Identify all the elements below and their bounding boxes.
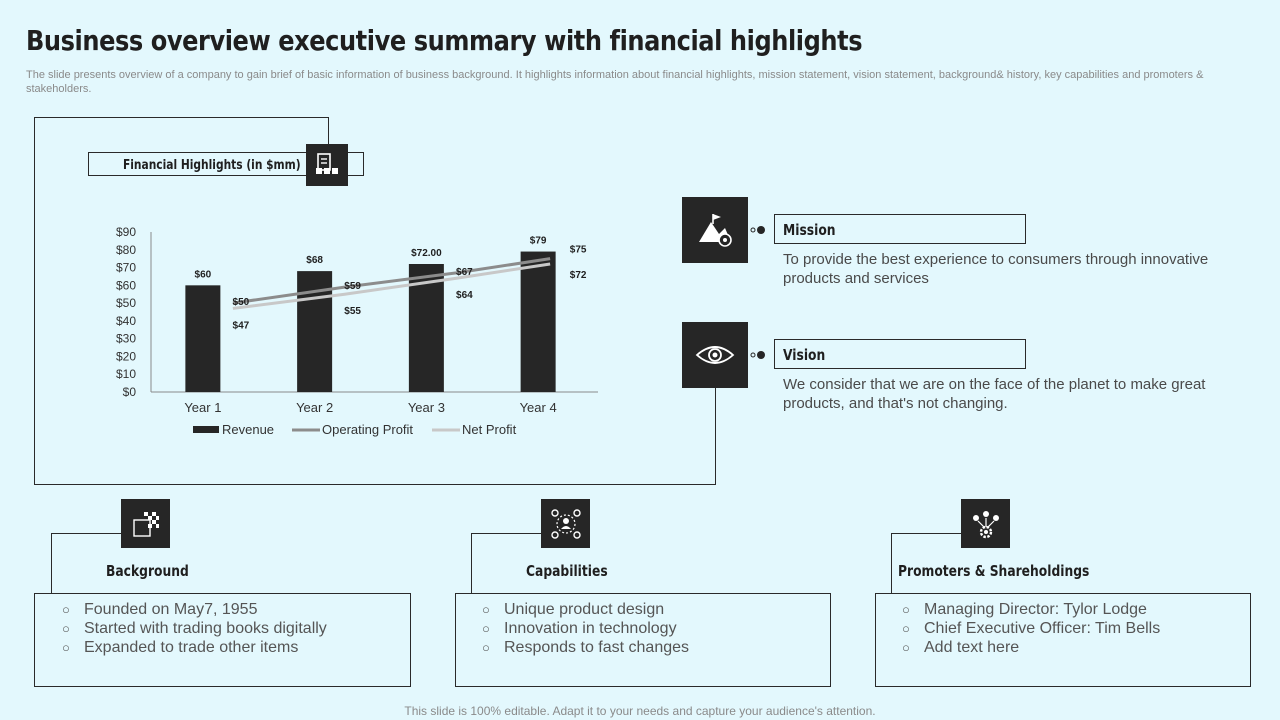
legend-label: Revenue — [222, 422, 274, 437]
frame-line — [34, 117, 329, 118]
frame-line — [34, 484, 716, 485]
list-item: Unique product design — [482, 600, 689, 619]
bar-revenue — [520, 251, 556, 392]
background-title: Background — [106, 562, 189, 580]
y-tick-label: $20 — [116, 349, 136, 363]
promoters-title: Promoters & Shareholdings — [898, 562, 1090, 580]
mountain-flag-target-icon — [682, 197, 748, 263]
page-title: Business overview executive summary with… — [26, 24, 863, 57]
legend-label: Net Profit — [462, 422, 517, 437]
list-item: Managing Director: Tylor Lodge — [902, 600, 1160, 619]
frame-line — [34, 117, 35, 485]
y-tick-label: $40 — [116, 314, 136, 328]
promoters-box — [875, 593, 1251, 687]
list-item: Add text here — [902, 638, 1160, 657]
operating-profit-label: $67 — [456, 267, 473, 278]
promoters-list: Managing Director: Tylor Lodge Chief Exe… — [902, 600, 1160, 657]
net-profit-label: $47 — [233, 320, 250, 331]
x-tick-label: Year 1 — [184, 400, 221, 415]
connector-line — [471, 533, 541, 534]
y-tick-label: $0 — [123, 385, 137, 399]
vision-text: We consider that we are on the face of t… — [783, 376, 1206, 412]
mission-label: Mission — [783, 221, 836, 239]
footer-note: This slide is 100% editable. Adapt it to… — [404, 704, 876, 718]
list-item: Innovation in technology — [482, 619, 689, 638]
financial-chart: $90 $80 $70 $60 $50 $40 $30 $20 $10 $0 $60 $68 $72.… — [116, 225, 598, 437]
frame-line — [715, 387, 716, 485]
y-tick-label: $60 — [116, 278, 136, 292]
list-item: Responds to fast changes — [482, 638, 689, 657]
page-subtitle: The slide presents overview of a company… — [26, 69, 1204, 95]
vision-label: Vision — [783, 346, 826, 364]
frame-line — [328, 117, 329, 153]
bar-data-label: $60 — [195, 269, 212, 280]
y-tick-label: $30 — [116, 332, 136, 346]
background-list: Founded on May7, 1955 Started with tradi… — [62, 600, 327, 657]
bar-revenue — [185, 285, 221, 392]
connector-line — [891, 533, 961, 534]
bar-data-label: $68 — [306, 255, 323, 266]
x-tick-label: Year 2 — [296, 400, 333, 415]
people-gear-icon — [961, 499, 1010, 548]
list-item: Chief Executive Officer: Tim Bells — [902, 619, 1160, 638]
x-tick-label: Year 4 — [520, 400, 557, 415]
network-people-icon — [541, 499, 590, 548]
operating-profit-label: $50 — [233, 297, 250, 308]
net-profit-label: $72 — [570, 270, 587, 281]
mission-text: To provide the best experience to consum… — [783, 251, 1209, 287]
net-profit-line — [232, 262, 551, 310]
connector-dots — [750, 226, 765, 234]
list-item: Expanded to trade other items — [62, 638, 327, 657]
operating-profit-label: $59 — [344, 281, 361, 292]
list-item: Founded on May7, 1955 — [62, 600, 327, 619]
net-profit-label: $64 — [456, 290, 473, 301]
y-tick-label: $10 — [116, 367, 136, 381]
connector-dots — [750, 351, 765, 359]
y-tick-label: $90 — [116, 225, 136, 239]
y-tick-label: $70 — [116, 261, 136, 275]
vision-label-box: Vision — [774, 339, 1026, 369]
connector-line — [471, 533, 472, 594]
y-tick-label: $80 — [116, 243, 136, 257]
list-item: Started with trading books digitally — [62, 619, 327, 638]
capabilities-list: Unique product design Innovation in tech… — [482, 600, 689, 657]
x-tick-label: Year 3 — [408, 400, 445, 415]
background-box — [34, 593, 411, 687]
bar-data-label: $79 — [530, 236, 547, 247]
connector-line — [51, 533, 52, 594]
y-tick-label: $50 — [116, 296, 136, 310]
net-profit-label: $55 — [344, 306, 361, 317]
checkered-flag-icon — [121, 499, 170, 548]
legend-label: Operating Profit — [322, 422, 413, 437]
financial-highlights-title: Financial Highlights (in $mm) — [123, 158, 301, 173]
mission-label-box: Mission — [774, 214, 1026, 244]
capabilities-box — [455, 593, 831, 687]
operating-profit-label: $75 — [570, 245, 587, 256]
legend-swatch-revenue — [193, 426, 219, 433]
finance-document-icon — [306, 144, 348, 186]
connector-line — [51, 533, 121, 534]
operating-profit-line — [232, 257, 551, 305]
bar-data-label: $72.00 — [411, 248, 442, 259]
capabilities-title: Capabilities — [526, 562, 608, 580]
connector-line — [891, 533, 892, 594]
eye-icon — [682, 322, 748, 388]
